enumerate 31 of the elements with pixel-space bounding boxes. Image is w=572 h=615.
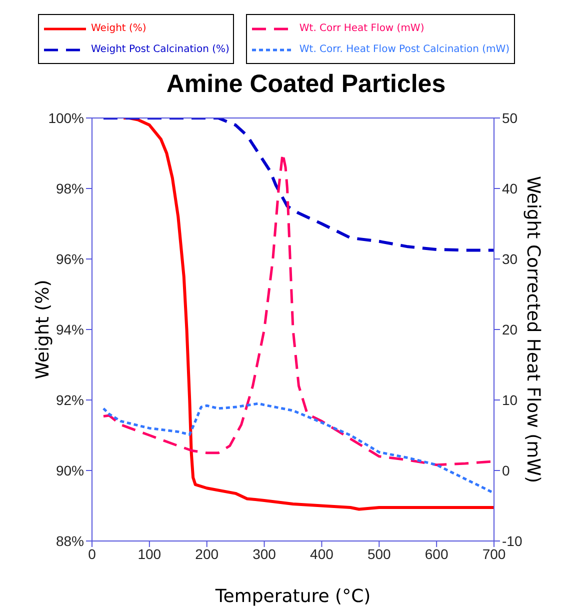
y2-tick-label: 30 <box>502 250 518 267</box>
y2-tick-label: 50 <box>502 110 518 126</box>
x-tick-label: 300 <box>252 546 276 562</box>
line-series <box>102 118 494 252</box>
y-tick-label: 96% <box>56 250 84 267</box>
y2-tick-label: 40 <box>502 180 518 196</box>
y-tick-label: 92% <box>56 392 84 408</box>
y-axis-title: Weight (%) <box>32 280 54 380</box>
y2-tick-label: 10 <box>502 392 518 408</box>
legend-label: Weight (%) <box>91 23 146 34</box>
x-axis-title: Temperature (°C) <box>214 586 371 607</box>
y2-tick-label: 20 <box>502 321 518 338</box>
y-tick-label: 98% <box>56 180 84 196</box>
y-tick-label: 94% <box>56 321 84 338</box>
y2-axis-title: Weight Corrected Heat Flow (mW) <box>522 176 544 483</box>
x-tick-label: 500 <box>367 546 392 562</box>
x-tick-label: 200 <box>195 546 219 562</box>
legend-label: Weight Post Calcination (%) <box>91 44 230 55</box>
x-tick-label: 400 <box>310 546 334 562</box>
line-series <box>122 118 494 511</box>
legend-label: Wt. Corr. Heat Flow Post Calcination (mW) <box>299 44 510 55</box>
y-tick-label: 88% <box>56 532 84 549</box>
y-tick-label: 100% <box>48 110 84 126</box>
legend-label: Wt. Corr Heat Flow (mW) <box>299 23 424 34</box>
x-tick-label: 600 <box>424 546 448 562</box>
x-tick-label: 0 <box>88 546 96 562</box>
x-tick-label: 100 <box>138 546 162 562</box>
line-series <box>102 402 494 494</box>
y-tick-label: 90% <box>56 462 84 478</box>
chart-title: Amine Coated Particles <box>165 70 447 99</box>
y2-tick-label: 0 <box>502 462 510 478</box>
